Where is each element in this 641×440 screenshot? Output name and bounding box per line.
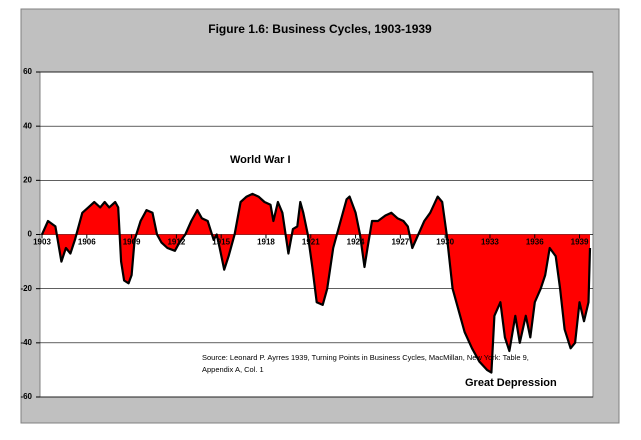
x-tick-label: 1903 <box>33 238 51 247</box>
ticks: -60 -40 -20 0 20 40 60 1903 1906 1909 1912 1915 1918… <box>20 67 589 401</box>
x-tick-label: 1936 <box>526 238 544 247</box>
x-tick-label: 1906 <box>78 238 96 247</box>
y-tick-label: -40 <box>20 338 32 347</box>
source-note: Appendix A, Col. 1 <box>202 365 264 374</box>
x-tick-label: 1930 <box>436 238 454 247</box>
x-tick-label: 1915 <box>212 238 230 247</box>
chart-title: Figure 1.6: Business Cycles, 1903-1939 <box>208 22 432 36</box>
x-tick-label: 1918 <box>257 238 275 247</box>
x-tick-label: 1924 <box>347 238 365 247</box>
y-tick-label: 60 <box>23 67 32 76</box>
line <box>40 192 592 374</box>
source-note: Source: Leonard P. Ayrres 1939, Turning … <box>202 353 529 362</box>
x-tick-label: 1921 <box>302 238 320 247</box>
y-tick-label: 0 <box>28 230 33 239</box>
x-tick-label: 1927 <box>391 238 409 247</box>
x-tick-label: 1939 <box>571 238 589 247</box>
y-tick-label: -20 <box>20 284 32 293</box>
x-tick-label: 1933 <box>481 238 499 247</box>
x-tick-label: 1909 <box>123 238 141 247</box>
marks <box>40 192 592 374</box>
annotation: World War I <box>230 154 291 166</box>
y-tick-label: 20 <box>23 175 32 184</box>
annotation: Great Depression <box>465 377 557 389</box>
y-tick-label: 40 <box>23 121 32 130</box>
y-tick-label: -60 <box>20 392 32 401</box>
area <box>42 193 590 373</box>
x-tick-label: 1912 <box>167 238 185 247</box>
